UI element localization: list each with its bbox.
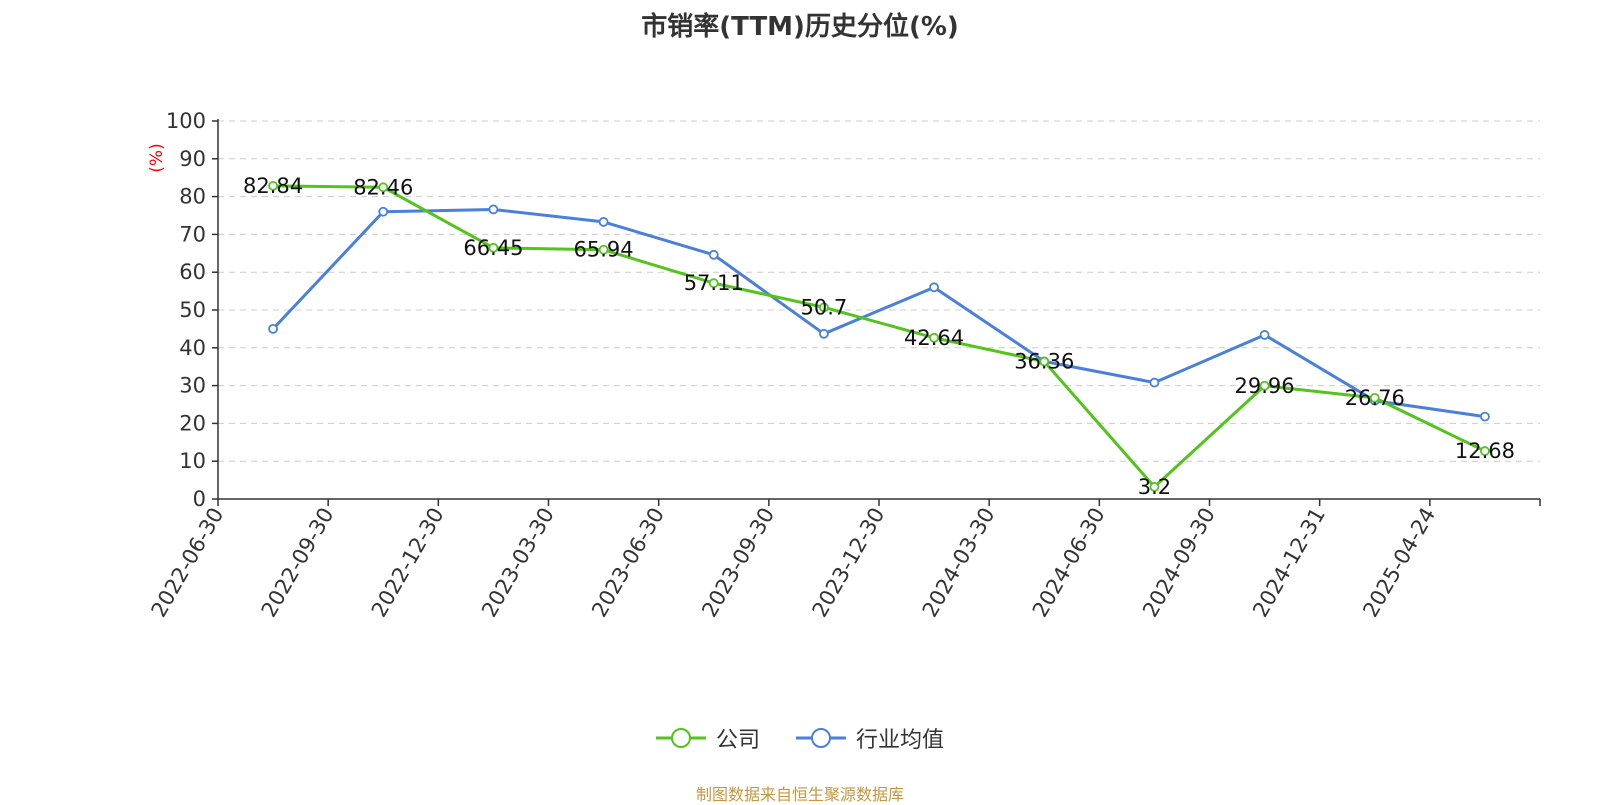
company-data-label: 66.45 [463,236,523,260]
company-data-point [598,244,609,255]
chart-title: 市销率(TTM)历史分位(%) [641,12,959,42]
y-tick-label: 70 [179,222,206,246]
y-tick-label: 80 [179,185,206,209]
company-data-label: 42.64 [904,326,964,350]
company-data-label: 36.36 [1014,350,1074,374]
x-tick-label: 2024-06-30 [1028,504,1110,622]
legend-item-industry[interactable]: 行业均值 [796,722,944,754]
company-data-point [929,332,939,343]
company-data-point [378,182,389,193]
industry-data-point [929,282,939,293]
legend: 公司 行业均值 [0,722,1600,754]
x-tick-label: 2023-03-30 [477,504,559,622]
company-data-label: 82.46 [353,175,413,199]
company-data-label: 29.96 [1235,374,1295,398]
industry-data-point [488,204,499,215]
series-lines [268,180,1490,492]
legend-company-label: 公司 [715,728,760,753]
company-data-point [1259,380,1270,391]
x-tick-label: 2024-03-30 [918,504,1000,622]
company-data-point [1369,392,1380,403]
legend-company-marker-icon [655,728,706,748]
company-data-label: 3.2 [1138,475,1171,499]
y-tick-label: 90 [179,147,206,171]
industry-data-point [598,217,609,227]
y-tick-label: 10 [179,449,206,473]
company-data-label: 50.7 [801,295,848,319]
company-data-point [819,302,829,313]
y-tick-label: 60 [179,260,206,284]
company-data-point [1039,356,1050,367]
industry-data-point [819,328,829,339]
x-tick-label: 2024-12-31 [1248,504,1330,622]
y-tick-label: 50 [179,298,206,322]
company-data-label: 26.76 [1345,386,1405,410]
company-data-label: 65.94 [574,238,634,262]
y-tick-label: 30 [179,374,206,398]
industry-data-point [1480,411,1490,422]
company-series-line [273,184,1486,489]
industry-series-line [271,207,1486,419]
legend-industry-marker-icon [796,728,846,748]
data-labels: 82.84 82.46 66.45 65.94 57.11 50.7 42.64 36.36 3… [243,174,1515,499]
y-tick-label: 0 [193,487,206,511]
y-tick-label: 100 [166,109,206,133]
company-data-label: 57.11 [684,271,744,295]
company-data-label: 12.68 [1455,439,1515,463]
x-tick-label: 2024-09-30 [1138,504,1220,622]
x-tick-label: 2023-06-30 [587,504,669,622]
x-tick-label: 2023-12-30 [808,504,890,622]
y-tick-label: 40 [179,336,206,360]
x-tick-label: 2023-09-30 [697,504,779,622]
source-note: 制图数据来自恒生聚源数据库 [695,785,904,804]
company-data-label: 82.84 [243,174,303,198]
industry-data-point [1259,330,1270,340]
x-tick-label: 2022-12-30 [367,504,449,622]
grid-lines [218,120,1540,462]
company-data-point [488,242,499,253]
legend-item-company[interactable]: 公司 [655,722,760,754]
company-data-point [1149,482,1160,492]
industry-data-point [708,249,719,260]
company-data-point [708,278,719,289]
industry-data-point [378,206,389,217]
x-tick-label: 2025-04-24 [1358,504,1440,622]
legend-industry-label: 行业均值 [856,728,945,753]
x-tick-label: 2022-09-30 [257,504,339,622]
y-tick-label: 20 [179,411,206,435]
industry-data-point [268,323,278,334]
company-data-point [268,180,278,191]
industry-data-point [1149,377,1160,388]
company-data-point [1480,446,1490,456]
x-tick-label: 2022-06-30 [147,504,229,622]
y-axis-label: (%) [147,143,167,172]
